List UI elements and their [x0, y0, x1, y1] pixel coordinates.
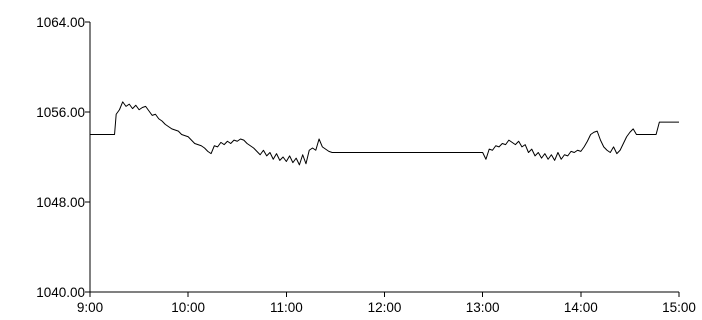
- x-tick-label: 10:00: [171, 300, 205, 315]
- y-tick-label: 1048.00: [36, 195, 85, 210]
- x-tick-label: 12:00: [368, 300, 402, 315]
- x-tick-label: 9:00: [77, 300, 103, 315]
- x-tick-label: 14:00: [564, 300, 598, 315]
- series-layer: [90, 101, 679, 166]
- x-tick-label: 15:00: [662, 300, 696, 315]
- x-tick-label: 11:00: [270, 300, 303, 315]
- tick-labels: 1040.00 1048.00 1056.00 1064.00 9:00 10:00 11:…: [36, 15, 696, 315]
- series-line: [90, 101, 679, 166]
- y-tick-label: 1040.00: [36, 285, 85, 300]
- y-tick-label: 1056.00: [36, 105, 85, 120]
- x-tick-label: 13:00: [466, 300, 500, 315]
- axes: [85, 21, 680, 297]
- y-tick-label: 1064.00: [36, 15, 85, 30]
